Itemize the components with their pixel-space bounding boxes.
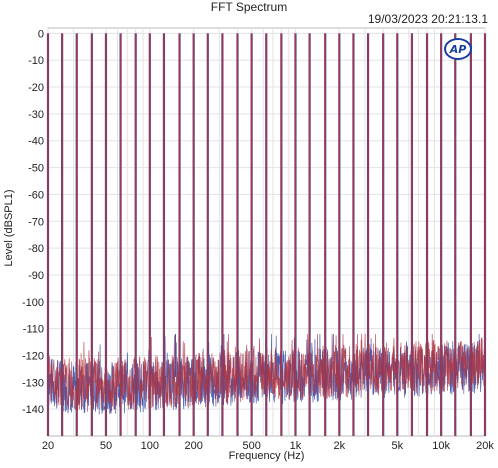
x-tick-label: 50: [100, 440, 112, 452]
y-tick-label: -80: [28, 243, 44, 255]
y-tick-label: -40: [28, 136, 44, 148]
x-tick-label: 5k: [391, 440, 403, 452]
x-tick-label: 100: [141, 440, 159, 452]
y-tick-label: -70: [28, 216, 44, 228]
timestamp: 19/03/2023 20:21:13.1: [367, 12, 488, 26]
x-tick-label: 500: [242, 440, 260, 452]
x-tick-label: 20k: [476, 440, 494, 452]
y-tick-label: -120: [22, 350, 44, 362]
y-tick-label: -100: [22, 297, 44, 309]
tone-peaks: [46, 33, 487, 436]
x-axis-label: Frequency (Hz): [228, 450, 305, 462]
x-tick-label: 10k: [432, 440, 450, 452]
ap-logo: AP: [444, 38, 472, 60]
y-tick-label: -140: [22, 404, 44, 416]
x-tick-label: 20: [42, 440, 54, 452]
y-tick-label: 0: [38, 28, 44, 40]
y-tick-label: -30: [28, 109, 44, 121]
y-tick-label: -110: [23, 324, 44, 336]
x-tick-labels: 20 50 100 200 500 1k 2k 5k 10k 20k: [42, 440, 494, 452]
y-tick-label: -50: [28, 163, 44, 175]
y-tick-label: -20: [28, 82, 44, 94]
x-tick-label: 1k: [290, 440, 302, 452]
chart-title: FFT Spectrum: [210, 0, 288, 14]
x-tick-label: 200: [184, 440, 202, 452]
y-tick-label: -90: [28, 270, 44, 282]
x-tick-label: 2k: [334, 440, 346, 452]
y-tick-label: -130: [22, 377, 44, 389]
y-tick-label: -10: [28, 55, 44, 67]
y-tick-label: -60: [28, 189, 44, 201]
y-tick-labels: 0 -10 -20 -30 -40 -50 -60 -70 -80 -90 -100 -110 -120…: [22, 28, 44, 416]
